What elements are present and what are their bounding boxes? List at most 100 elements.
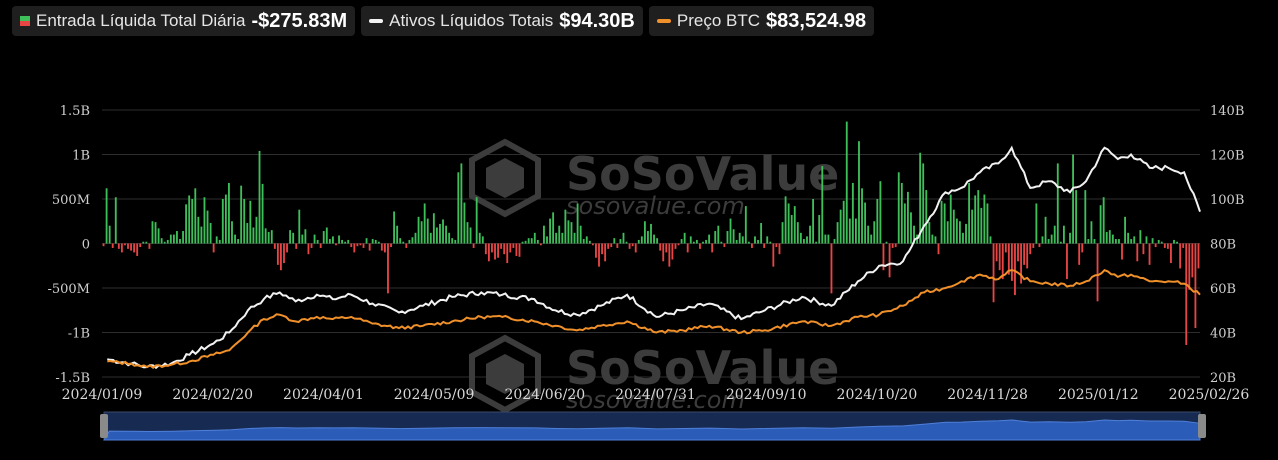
inflow-bar[interactable] bbox=[677, 243, 680, 246]
inflow-bar[interactable] bbox=[738, 232, 741, 244]
inflow-bar[interactable] bbox=[295, 243, 298, 249]
inflow-bar[interactable] bbox=[708, 234, 711, 244]
inflow-bar[interactable] bbox=[383, 243, 386, 253]
inflow-bar[interactable] bbox=[699, 243, 701, 249]
inflow-bar[interactable] bbox=[1108, 230, 1111, 244]
inflow-bar[interactable] bbox=[806, 236, 808, 244]
inflow-bar[interactable] bbox=[417, 216, 420, 244]
inflow-bar[interactable] bbox=[304, 229, 307, 244]
inflow-bar[interactable] bbox=[1127, 232, 1130, 244]
inflow-bar[interactable] bbox=[775, 243, 778, 248]
inflow-bar[interactable] bbox=[601, 243, 603, 255]
inflow-bar[interactable] bbox=[292, 232, 295, 244]
inflow-bar[interactable] bbox=[1179, 243, 1182, 269]
inflow-bar[interactable] bbox=[888, 243, 891, 278]
inflow-bar[interactable] bbox=[619, 239, 622, 244]
inflow-bar[interactable] bbox=[570, 222, 573, 244]
inflow-bar[interactable] bbox=[962, 232, 964, 244]
inflow-bar[interactable] bbox=[350, 243, 353, 248]
navigator-left-handle[interactable] bbox=[100, 414, 108, 438]
inflow-bar[interactable] bbox=[347, 239, 350, 244]
inflow-bar[interactable] bbox=[595, 243, 597, 258]
inflow-bar[interactable] bbox=[179, 239, 181, 244]
inflow-bar[interactable] bbox=[142, 241, 145, 244]
inflow-bar[interactable] bbox=[870, 234, 873, 244]
inflow-bar[interactable] bbox=[702, 241, 704, 244]
inflow-bar[interactable] bbox=[420, 221, 423, 244]
inflow-bar[interactable] bbox=[237, 239, 240, 244]
inflow-bar[interactable] bbox=[1087, 239, 1090, 244]
inflow-bar[interactable] bbox=[270, 230, 273, 244]
inflow-bar[interactable] bbox=[1056, 163, 1059, 244]
inflow-bar[interactable] bbox=[524, 240, 527, 244]
inflow-bar[interactable] bbox=[793, 206, 796, 244]
inflow-bar[interactable] bbox=[720, 241, 723, 244]
inflow-bar[interactable] bbox=[194, 188, 197, 244]
inflow-bar[interactable] bbox=[432, 213, 435, 244]
inflow-bar[interactable] bbox=[692, 241, 695, 244]
inflow-bar[interactable] bbox=[891, 243, 894, 248]
inflow-bar[interactable] bbox=[833, 239, 836, 244]
inflow-bar[interactable] bbox=[429, 232, 432, 244]
inflow-bar[interactable] bbox=[686, 243, 689, 253]
inflow-bar[interactable] bbox=[564, 209, 567, 244]
inflow-bar[interactable] bbox=[647, 231, 649, 244]
inflow-bar[interactable] bbox=[341, 239, 344, 244]
inflow-bar[interactable] bbox=[656, 238, 659, 244]
inflow-bar[interactable] bbox=[1114, 239, 1117, 244]
inflow-bar[interactable] bbox=[1004, 243, 1007, 253]
inflow-bar[interactable] bbox=[1121, 243, 1123, 260]
inflow-bar[interactable] bbox=[197, 216, 200, 244]
inflow-bar[interactable] bbox=[848, 218, 851, 244]
inflow-bar[interactable] bbox=[781, 222, 784, 244]
inflow-bar[interactable] bbox=[1166, 243, 1169, 249]
inflow-bar[interactable] bbox=[1007, 243, 1010, 275]
inflow-bar[interactable] bbox=[717, 225, 720, 244]
inflow-bar[interactable] bbox=[469, 227, 472, 244]
inflow-bar[interactable] bbox=[316, 239, 319, 244]
inflow-bar[interactable] bbox=[1020, 243, 1022, 284]
inflow-bar[interactable] bbox=[491, 243, 493, 253]
inflow-bar[interactable] bbox=[145, 241, 148, 244]
inflow-bar[interactable] bbox=[377, 241, 380, 244]
inflow-bar[interactable] bbox=[445, 225, 447, 244]
inflow-bar[interactable] bbox=[790, 215, 793, 244]
inflow-bar[interactable] bbox=[539, 243, 542, 246]
inflow-bar[interactable] bbox=[374, 239, 377, 244]
inflow-bar[interactable] bbox=[799, 232, 802, 244]
inflow-bar[interactable] bbox=[723, 243, 726, 248]
inflow-bar[interactable] bbox=[506, 243, 509, 264]
inflow-bar[interactable] bbox=[1151, 238, 1154, 244]
inflow-bar[interactable] bbox=[276, 243, 279, 265]
inflow-bar[interactable] bbox=[1075, 190, 1078, 244]
inflow-bar[interactable] bbox=[209, 223, 212, 244]
inflow-bar[interactable] bbox=[787, 203, 790, 244]
legend-item-btc[interactable]: Preço BTC $83,524.98 bbox=[648, 6, 875, 36]
inflow-bar[interactable] bbox=[968, 182, 971, 244]
inflow-bar[interactable] bbox=[497, 243, 499, 258]
inflow-bar[interactable] bbox=[530, 238, 533, 244]
inflow-bar[interactable] bbox=[812, 199, 815, 244]
inflow-bar[interactable] bbox=[172, 234, 175, 244]
inflow-bar[interactable] bbox=[1035, 203, 1038, 244]
inflow-bar[interactable] bbox=[653, 234, 655, 244]
inflow-bar[interactable] bbox=[992, 243, 995, 303]
inflow-bar[interactable] bbox=[127, 243, 129, 249]
inflow-bar[interactable] bbox=[111, 243, 114, 248]
inflow-bar[interactable] bbox=[191, 199, 194, 244]
inflow-bar[interactable] bbox=[1050, 234, 1053, 244]
inflow-bar[interactable] bbox=[185, 204, 188, 244]
inflow-bar[interactable] bbox=[500, 243, 503, 249]
inflow-bar[interactable] bbox=[325, 227, 328, 244]
inflow-bar[interactable] bbox=[1130, 239, 1133, 244]
inflow-bar[interactable] bbox=[882, 243, 885, 271]
inflow-bar[interactable] bbox=[598, 243, 600, 267]
inflow-bar[interactable] bbox=[136, 243, 139, 256]
inflow-bar[interactable] bbox=[613, 238, 616, 244]
inflow-bar[interactable] bbox=[527, 238, 530, 244]
inflow-bar[interactable] bbox=[380, 243, 383, 251]
inflow-bar[interactable] bbox=[925, 190, 928, 244]
inflow-bar[interactable] bbox=[1010, 243, 1013, 281]
inflow-bar[interactable] bbox=[735, 239, 738, 244]
inflow-bar[interactable] bbox=[995, 243, 998, 262]
